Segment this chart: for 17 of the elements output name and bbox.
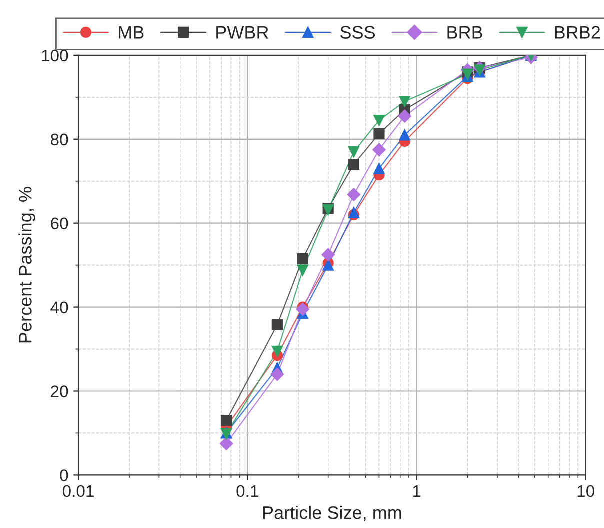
legend-label: MB <box>119 26 144 39</box>
legend-label: BRB <box>448 26 482 39</box>
y-tick-label: 20 <box>51 386 68 398</box>
legend-label: SSS <box>340 26 375 39</box>
y-tick-label: 40 <box>50 302 68 314</box>
x-tick-label: 0.01 <box>62 485 94 498</box>
y-axis-title: Percent Passing, % <box>18 187 36 343</box>
y-tick-label: 60 <box>51 218 68 230</box>
x-tick-label: 1 <box>413 486 421 497</box>
legend-label: PWBR <box>216 26 268 39</box>
x-axis-title: Particle Size, mm <box>263 506 402 522</box>
x-tick-label: 10 <box>578 485 594 498</box>
legend-label: BRB2 <box>555 26 600 39</box>
y-tick-label: 80 <box>50 134 68 146</box>
y-tick-label: 0 <box>60 470 68 482</box>
y-tick-label: 100 <box>42 50 68 62</box>
x-tick-label: 0.1 <box>236 485 258 498</box>
